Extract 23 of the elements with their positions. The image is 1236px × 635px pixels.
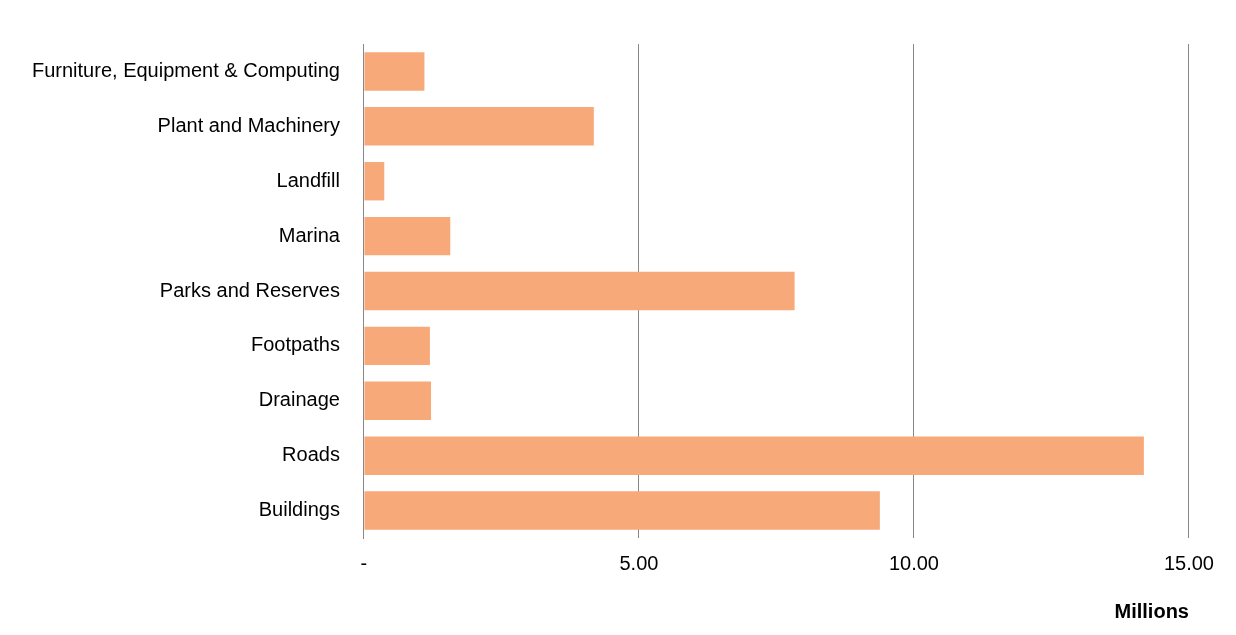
y-tick-label: Buildings (258, 498, 340, 521)
bar (364, 436, 1144, 475)
bar (364, 52, 425, 91)
x-tick-label: 15.00 (1163, 551, 1215, 574)
bar (364, 381, 432, 420)
y-tick-label: Landfill (276, 168, 340, 191)
x-tick-label: - (360, 551, 368, 574)
x-tick-label: 10.00 (888, 551, 939, 574)
y-tick-label: Furniture, Equipment & Computing (31, 58, 340, 81)
bar (364, 326, 430, 366)
y-tick-label: Marina (278, 223, 341, 246)
x-tick-label: 5.00 (619, 551, 659, 574)
y-tick-label: Parks and Reserves (159, 278, 340, 301)
bar (364, 491, 880, 530)
bar (364, 216, 451, 256)
y-tick-label: Drainage (258, 388, 340, 411)
x-axis-title: Millions (1114, 599, 1189, 622)
bar (364, 271, 795, 311)
y-tick-label: Footpaths (250, 333, 340, 356)
bar (364, 162, 385, 201)
y-tick-label: Roads (282, 443, 340, 466)
bar (364, 107, 594, 146)
y-tick-label: Plant and Machinery (157, 113, 340, 136)
